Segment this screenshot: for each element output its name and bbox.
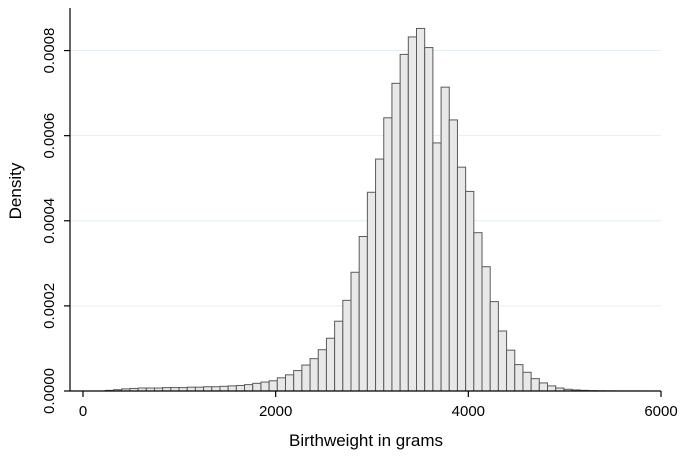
histogram-bar: [325, 337, 336, 392]
x-tick-label: 0: [79, 403, 87, 420]
y-tick-label: 0.0004: [41, 198, 58, 244]
x-tick-label: 6000: [644, 403, 677, 420]
histogram-bar: [219, 385, 229, 392]
histogram-bar: [538, 382, 549, 392]
y-axis-label: Density: [6, 162, 25, 219]
histogram-bar: [293, 370, 303, 392]
histogram-bar: [342, 299, 352, 392]
histogram-bar: [456, 166, 467, 392]
histogram-bar: [407, 36, 418, 392]
y-tick-label: 0.0002: [41, 283, 58, 329]
histogram-bar: [530, 378, 540, 392]
histogram-bar: [391, 82, 401, 392]
histogram-bar: [465, 190, 475, 392]
histogram-bar: [317, 349, 327, 392]
histogram-bar: [440, 86, 450, 392]
y-tick-label: 0.0000: [41, 368, 58, 414]
histogram-bar: [235, 384, 246, 392]
histogram-bars: [104, 27, 647, 392]
histogram-bar: [203, 386, 213, 392]
histogram-bar: [383, 117, 393, 392]
histogram-bar: [366, 191, 377, 392]
x-tick-label: 4000: [452, 403, 485, 420]
y-axis-ticks: 0.0000 0.0002 0.0004 0.0006 0.0008: [41, 28, 70, 414]
x-axis-ticks: 0 2000 4000 6000: [79, 391, 678, 420]
histogram-bar: [432, 142, 442, 392]
histogram-bar: [268, 380, 278, 392]
histogram-bar: [309, 358, 319, 392]
histogram-bar: [448, 119, 458, 392]
histogram-bar: [489, 301, 499, 392]
histogram-bar: [514, 364, 524, 392]
histogram-bar: [284, 374, 295, 392]
histogram-bar: [252, 382, 262, 392]
y-tick-label: 0.0006: [41, 113, 58, 159]
histogram-bar: [358, 236, 368, 392]
histogram-bar: [481, 266, 491, 392]
x-axis-label: Birthweight in grams: [289, 431, 443, 450]
histogram-bar: [473, 232, 483, 392]
histogram-bar: [301, 364, 311, 392]
histogram-bar: [424, 47, 434, 392]
histogram-bar: [334, 320, 344, 392]
histogram-bar: [244, 384, 254, 392]
histogram-bar: [276, 377, 286, 392]
histogram-bar: [211, 386, 221, 392]
y-tick-label: 0.0008: [41, 28, 58, 74]
histogram-bar: [416, 27, 426, 392]
histogram-bar: [227, 385, 237, 392]
histogram-bar: [522, 371, 532, 392]
histogram-bar: [547, 385, 557, 392]
histogram-bar: [260, 381, 270, 392]
histogram-bar: [399, 53, 409, 392]
x-tick-label: 2000: [259, 403, 292, 420]
histogram-bar: [497, 330, 508, 392]
histogram-bar: [375, 158, 385, 392]
histogram-bar: [350, 271, 360, 392]
histogram-bar: [506, 349, 516, 392]
